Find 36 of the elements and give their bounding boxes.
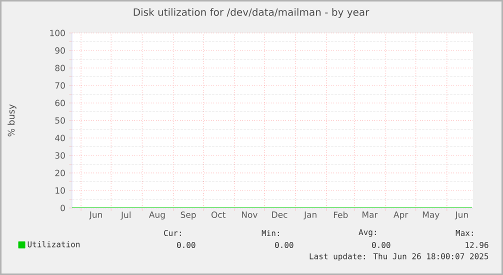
y-tick-label: 100 [50, 30, 65, 36]
y-tick-label: 50 [55, 117, 65, 124]
x-tick-label: Apr [394, 212, 408, 220]
x-tick-label: May [422, 212, 440, 220]
y-tick-label: 20 [55, 170, 65, 176]
y-tick-label: 40 [55, 134, 65, 142]
text: 0.00 [372, 242, 390, 248]
legend-label: Utilization [28, 241, 80, 248]
x-tick-label: Feb [334, 212, 348, 218]
x-tick-label: Dec [272, 212, 288, 218]
x-tick-label: Jun [88, 212, 102, 220]
text: Last update: Thu Jun 26 18:00:07 2025 [310, 253, 488, 261]
y-tick-label: 30 [55, 152, 65, 159]
text: Avg: [358, 229, 376, 237]
x-tick-label: Jan [304, 212, 316, 220]
y-axis-title: % busy [8, 104, 16, 136]
x-tick-label: Jul [120, 212, 130, 220]
chart-title: Disk utilization for /dev/data/mailman - by year [134, 8, 370, 18]
text: Min: [262, 230, 279, 236]
x-tick-label: Mar [362, 212, 378, 218]
text: Cur: [164, 230, 181, 236]
y-tick-label: 80 [55, 64, 65, 72]
y-tick-label: 10 [56, 187, 65, 194]
y-tick-label: 60 [55, 100, 65, 106]
y-tick-label: 90 [55, 47, 65, 54]
x-tick-label: Nov [242, 212, 258, 218]
y-tick-label: 0 [60, 204, 65, 212]
text: 0.00 [177, 242, 196, 248]
x-tick-label: Sep [180, 212, 196, 220]
text: Max: [456, 230, 473, 236]
x-tick-label: Oct [211, 212, 226, 218]
x-tick-label: Aug [148, 212, 165, 220]
x-tick-label: Jun [454, 212, 468, 220]
text: 12.96 [466, 242, 488, 248]
y-tick-label: 70 [55, 82, 65, 89]
text: 0.00 [275, 242, 294, 248]
